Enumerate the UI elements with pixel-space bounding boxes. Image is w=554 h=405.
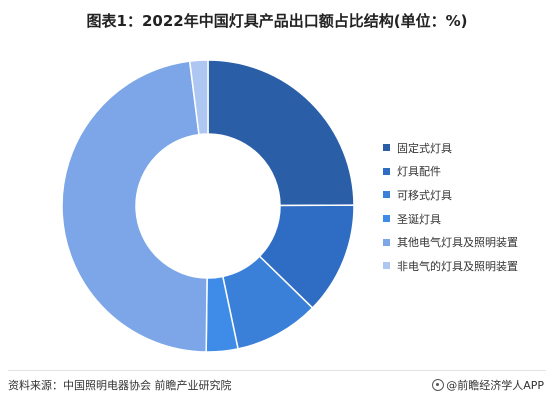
legend-label: 固定式灯具 (397, 141, 452, 155)
donut-slice-1 (207, 59, 355, 207)
legend-label: 圣诞灯具 (397, 212, 441, 226)
legend-item-5: 其他电气灯具及照明装置 (383, 230, 518, 254)
donut-slice-6 (188, 59, 209, 136)
donut-slices (61, 59, 355, 353)
legend-item-3: 可移式灯具 (383, 183, 518, 207)
legend-label: 非电气的灯具及照明装置 (397, 259, 518, 273)
legend-swatch (383, 238, 390, 246)
legend-swatch (383, 167, 390, 175)
brand-credit: @前瞻经济学人APP (432, 377, 544, 393)
donut-slice-5 (61, 60, 208, 353)
legend-swatch (383, 215, 390, 223)
legend-item-6: 非电气的灯具及照明装置 (383, 254, 518, 278)
brand-logo-icon (432, 379, 445, 391)
legend-label: 其他电气灯具及照明装置 (397, 236, 518, 250)
footer-divider (8, 370, 546, 371)
brand-label: @前瞻经济学人APP (446, 379, 544, 392)
chart-title: 图表1：2022年中国灯具产品出口额占比结构(单位：%) (86, 12, 468, 30)
legend-swatch (383, 262, 390, 270)
legend-item-2: 灯具配件 (383, 160, 518, 184)
legend-item-1: 固定式灯具 (383, 136, 518, 160)
legend-label: 灯具配件 (397, 165, 441, 179)
legend-item-4: 圣诞灯具 (383, 207, 518, 231)
legend-label: 可移式灯具 (397, 188, 452, 202)
legend-swatch (383, 144, 390, 152)
source-note: 资料来源：中国照明电器协会 前瞻产业研究院 (8, 379, 232, 392)
chart-legend: 固定式灯具灯具配件可移式灯具圣诞灯具其他电气灯具及照明装置 非电气的灯具及照明装置 (383, 136, 518, 278)
donut-chart (61, 59, 355, 353)
legend-swatch (383, 191, 390, 199)
